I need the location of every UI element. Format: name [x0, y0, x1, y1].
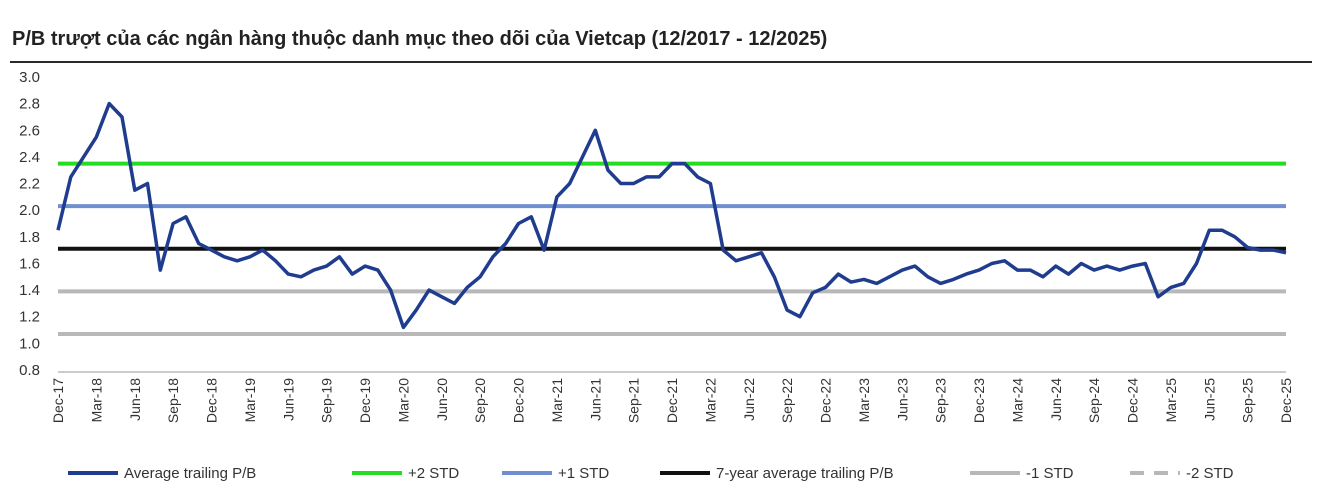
x-tick-label: Sep-22 — [779, 378, 795, 423]
x-tick-label: Mar-19 — [242, 378, 258, 423]
x-tick-label: Jun-20 — [434, 378, 450, 421]
reference-lines — [58, 161, 1286, 337]
y-axis-ticks: 3.0 2.8 2.6 2.4 2.2 2.0 1.8 1.6 1.4 1.2 1.0 0.8 — [19, 69, 40, 379]
x-tick-label: Sep-25 — [1240, 378, 1256, 423]
x-tick-label: Sep-23 — [933, 378, 949, 423]
x-tick-label: Sep-18 — [165, 378, 181, 423]
x-tick-label: Dec-24 — [1125, 378, 1141, 423]
chart-title: P/B trượt của các ngân hàng thuộc danh m… — [12, 28, 828, 50]
x-tick-label: Sep-20 — [472, 378, 488, 423]
series-lines — [56, 101, 1287, 330]
x-tick-label: Dec-20 — [511, 378, 527, 423]
legend-label: -1 STD — [1026, 465, 1074, 482]
y-tick-label: 3.0 — [19, 69, 40, 86]
y-tick-label: 2.4 — [19, 149, 40, 166]
x-tick-label: Dec-22 — [818, 378, 834, 423]
legend: Average trailing P/B +2 STD +1 STD 7-year a… — [68, 465, 1234, 482]
x-tick-label: Dec-17 — [50, 378, 66, 423]
legend-label: +2 STD — [408, 465, 459, 482]
series-line-average-trailing-pb — [56, 101, 1287, 330]
title-rule — [10, 61, 1312, 63]
x-tick-label: Mar-24 — [1009, 378, 1025, 423]
x-tick-label: Dec-25 — [1278, 378, 1294, 423]
y-tick-label: 2.2 — [19, 176, 40, 193]
x-tick-label: Jun-23 — [894, 378, 910, 421]
x-tick-label: Mar-21 — [549, 378, 565, 423]
x-tick-label: Dec-19 — [357, 378, 373, 423]
y-tick-label: 2.8 — [19, 96, 40, 113]
x-tick-label: Jun-22 — [741, 378, 757, 421]
x-tick-label: Sep-19 — [319, 378, 335, 423]
y-tick-label: 1.8 — [19, 229, 40, 246]
x-tick-label: Jun-18 — [127, 378, 143, 421]
x-tick-label: Mar-23 — [856, 378, 872, 423]
x-tick-label: Dec-18 — [204, 378, 220, 423]
x-tick-label: Jun-24 — [1048, 378, 1064, 421]
x-tick-label: Sep-24 — [1086, 378, 1102, 423]
x-tick-label: Mar-22 — [702, 378, 718, 423]
x-tick-label: Dec-21 — [664, 378, 680, 423]
y-tick-label: 1.6 — [19, 255, 40, 272]
y-tick-label: 0.8 — [19, 362, 40, 379]
x-tick-label: Jun-25 — [1201, 378, 1217, 421]
x-tick-label: Sep-21 — [626, 378, 642, 423]
y-tick-label: 1.2 — [19, 309, 40, 326]
x-tick-label: Mar-20 — [395, 378, 411, 423]
legend-label: 7-year average trailing P/B — [716, 465, 894, 482]
y-tick-label: 1.0 — [19, 335, 40, 352]
x-tick-label: Mar-18 — [88, 378, 104, 423]
y-tick-label: 2.6 — [19, 122, 40, 139]
x-axis-ticks: Dec-17 Mar-18 Jun-18 Sep-18 Dec-18 Mar-19 Jun-… — [50, 378, 1294, 423]
legend-label: -2 STD — [1186, 465, 1234, 482]
y-tick-label: 1.4 — [19, 282, 40, 299]
x-tick-label: Jun-19 — [280, 378, 296, 421]
legend-label: +1 STD — [558, 465, 609, 482]
x-tick-label: Mar-25 — [1163, 378, 1179, 423]
x-tick-label: Jun-21 — [587, 378, 603, 421]
legend-label: Average trailing P/B — [124, 465, 256, 482]
x-tick-label: Dec-23 — [971, 378, 987, 423]
y-tick-label: 2.0 — [19, 202, 40, 219]
